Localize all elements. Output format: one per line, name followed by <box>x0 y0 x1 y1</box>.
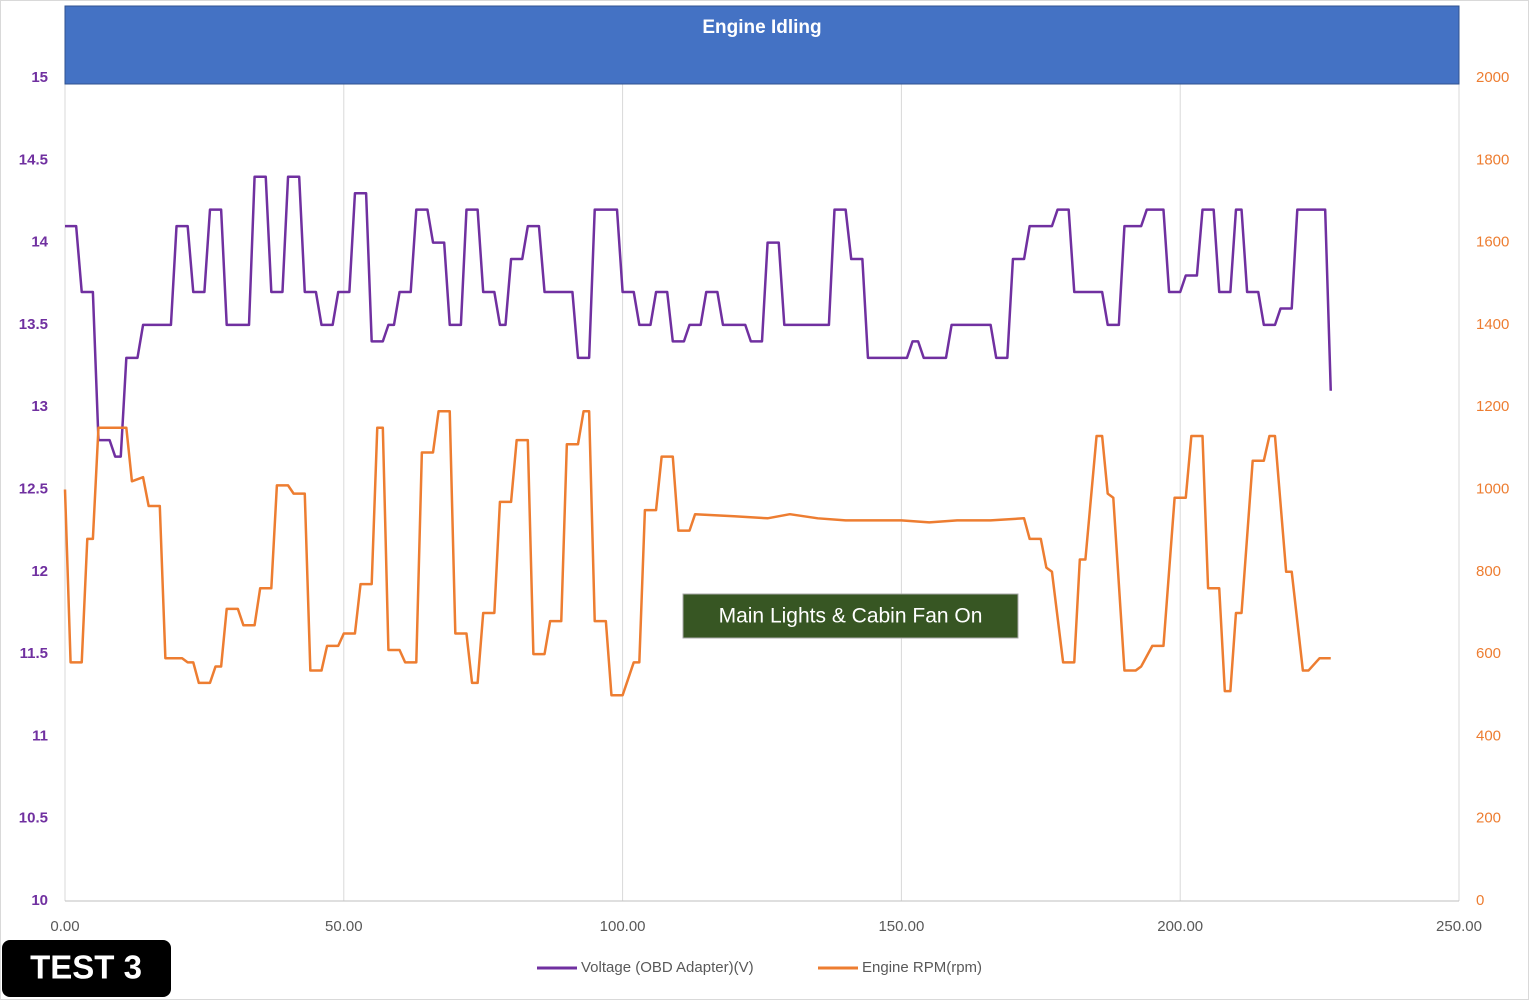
y-tick-label: 13 <box>31 398 48 415</box>
chart-title: Engine Idling <box>702 17 821 38</box>
y2-tick-label: 2000 <box>1476 69 1509 86</box>
y-tick-label: 15 <box>31 69 48 86</box>
y2-tick-label: 1400 <box>1476 316 1509 333</box>
title-banner <box>64 5 1460 85</box>
x-tick-label: 250.00 <box>1436 918 1482 935</box>
data-line <box>63 410 1331 697</box>
y2-tick-label: 1000 <box>1476 480 1509 497</box>
y2-tick-label: 0 <box>1476 892 1484 909</box>
y2-tick-label: 400 <box>1476 727 1501 744</box>
y-tick-label: 14.5 <box>19 151 48 168</box>
test-badge <box>2 940 171 997</box>
y-tick-label: 13.5 <box>19 316 48 333</box>
y-tick-label: 11.5 <box>20 645 48 662</box>
y2-tick-label: 1800 <box>1476 151 1509 168</box>
x-tick-label: 200.00 <box>1157 918 1203 935</box>
y-tick-label: 12.5 <box>19 480 48 497</box>
y-tick-label: 10 <box>31 892 48 909</box>
x-tick-label: 100.00 <box>600 918 646 935</box>
test-label: TEST 3 <box>30 949 142 986</box>
y-tick-label: 12 <box>31 563 48 580</box>
y-tick-label: 14 <box>31 234 48 251</box>
y-tick-label: 11 <box>32 727 48 744</box>
legend-label: Voltage (OBD Adapter)(V) <box>581 959 754 976</box>
data-line <box>65 175 1332 458</box>
y2-tick-label: 600 <box>1476 645 1501 662</box>
x-tick-label: 50.00 <box>325 918 363 935</box>
y2-tick-label: 200 <box>1476 810 1501 827</box>
legend-label: Engine RPM(rpm) <box>862 959 982 976</box>
y2-tick-label: 1200 <box>1476 398 1509 415</box>
annotation: Main Lights & Cabin Fan On <box>719 605 983 628</box>
x-tick-label: 0.00 <box>50 918 79 935</box>
y2-tick-label: 800 <box>1476 563 1501 580</box>
annotation-box <box>682 593 1019 639</box>
x-tick-label: 150.00 <box>878 918 924 935</box>
y2-tick-label: 1600 <box>1476 234 1509 251</box>
y-tick-label: 10.5 <box>19 810 48 827</box>
